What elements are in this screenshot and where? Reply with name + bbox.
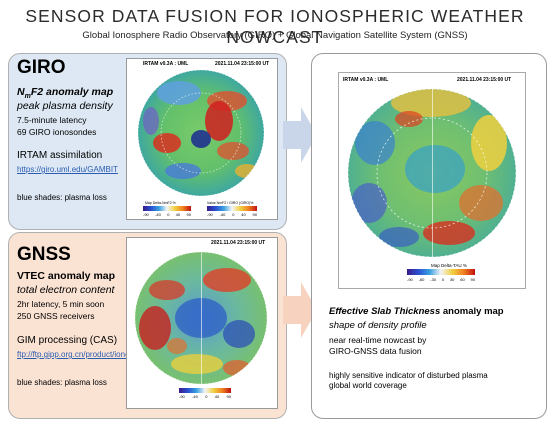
tick: 0 [205, 394, 208, 399]
tick: 90 [186, 212, 191, 217]
fusion-title-bold: Effective Slab Thickness [329, 306, 441, 317]
giro-note: blue shades: plasma loss [17, 193, 107, 202]
gnss-to-fusion-arrow [283, 282, 317, 338]
tick: 90 [252, 212, 257, 217]
gnss-map-title: VTEC anomaly map [17, 270, 116, 282]
giro-to-fusion-arrow [283, 107, 317, 163]
giro-latency: 7.5-minute latency [17, 115, 87, 125]
tick: -40 [219, 212, 226, 217]
fusion-map-header-left: IRTAM v0.3A : UML [343, 77, 389, 83]
giro-map-title: NmF2 anomaly map [17, 86, 113, 100]
tick: 40 [175, 212, 181, 217]
tick: 30 [449, 277, 455, 282]
gnss-polar-map [134, 251, 268, 385]
giro-map: IRTAM v0.3A : UML 2021.11.04 23:15:00 UT… [126, 58, 278, 220]
giro-desc: peak plasma density [17, 100, 113, 112]
fusion-map-title: Effective Slab Thickness anomaly map [329, 306, 504, 317]
page-subtitle: Global Ionosphere Radio Observatory (GIR… [82, 30, 468, 41]
tick: 90 [226, 394, 231, 399]
gnss-map-timestamp: 2021.11.04 23:15:00 UT [211, 240, 266, 246]
giro-link[interactable]: https://giro.uml.edu/GAMBIT [17, 165, 118, 174]
fusion-line1: near real-time nowcast by [329, 335, 427, 345]
giro-assimilation: IRTAM assimilation [17, 150, 103, 161]
page-title: SENSOR DATA FUSION FOR IONOSPHERIC WEATH… [25, 6, 525, 47]
giro-map-timestamp: 2021.11.04 23:15:00 UT [215, 61, 270, 67]
tick: -40 [155, 212, 161, 217]
tick: -60 [418, 277, 425, 282]
giro-cb1-label: Map Delta-NmF2 % [145, 201, 176, 205]
fusion-line3: highly sensitive indicator of disturbed … [329, 371, 488, 380]
giro-colorbar-1 [143, 206, 191, 211]
giro-map-header-left: IRTAM v0.3A : UML [143, 61, 189, 67]
giro-cb1-ticks: -90 -40 0 40 90 [143, 212, 191, 217]
gnss-cb-ticks: -90 -40 0 40 90 [179, 394, 231, 399]
giro-heading: GIRO [17, 57, 66, 78]
tick: -40 [192, 394, 198, 399]
gnss-note: blue shades: plasma loss [17, 378, 107, 387]
tick: 0 [232, 212, 235, 217]
giro-map-title-suffix: F2 anomaly map [30, 86, 114, 98]
fusion-cb-label: Map Delta-TAU % [431, 263, 467, 268]
gnss-heading: GNSS [17, 244, 71, 265]
fusion-title-rest: anomaly map [440, 306, 504, 317]
gnss-colorbar [179, 388, 231, 393]
giro-map-title-prefix: N [17, 86, 25, 98]
fusion-desc: shape of density profile [329, 320, 427, 331]
tick: 90 [470, 277, 475, 282]
gnss-processing: GIM processing (CAS) [17, 335, 118, 346]
giro-map-title-sub: m [24, 93, 31, 101]
tick: 60 [460, 277, 465, 282]
fusion-line4: global world coverage [329, 381, 407, 390]
giro-cb2-label: Value NmF2 / GIRO (GIRO)% [207, 201, 254, 205]
gnss-map: 2021.11.04 23:15:00 UT -90 -40 0 [126, 237, 278, 409]
tick: 40 [214, 394, 220, 399]
gnss-desc: total electron content [17, 284, 115, 296]
tick: -90 [143, 212, 149, 217]
tick: -90 [179, 394, 185, 399]
fusion-line2: GIRO-GNSS data fusion [329, 346, 422, 356]
tick: -90 [207, 212, 213, 217]
tick: -90 [407, 277, 413, 282]
giro-ionosondes: 69 GIRO ionosondes [17, 127, 97, 137]
gnss-link[interactable]: ftp://ftp.gipp.org.cn/product/ionex/ [17, 350, 136, 359]
tick: -30 [430, 277, 437, 282]
gnss-receivers: 250 GNSS receivers [17, 311, 95, 321]
fusion-polar-map [347, 88, 517, 258]
fusion-cb-ticks: -90 -60 -30 0 30 60 90 [407, 277, 475, 282]
tick: 0 [167, 212, 170, 217]
tick: 0 [441, 277, 445, 282]
gnss-latency: 2hr latency, 5 min soon [17, 299, 105, 309]
giro-colorbar-2 [207, 206, 257, 211]
tick: 40 [241, 212, 246, 217]
fusion-map: IRTAM v0.3A : UML 2021.11.04 23:15:00 UT [338, 72, 526, 289]
fusion-map-timestamp: 2021.11.04 23:15:00 UT [457, 77, 512, 83]
giro-cb2-ticks: -90 -40 0 40 90 [207, 212, 257, 217]
fusion-colorbar [407, 269, 475, 275]
giro-polar-map [137, 69, 265, 197]
